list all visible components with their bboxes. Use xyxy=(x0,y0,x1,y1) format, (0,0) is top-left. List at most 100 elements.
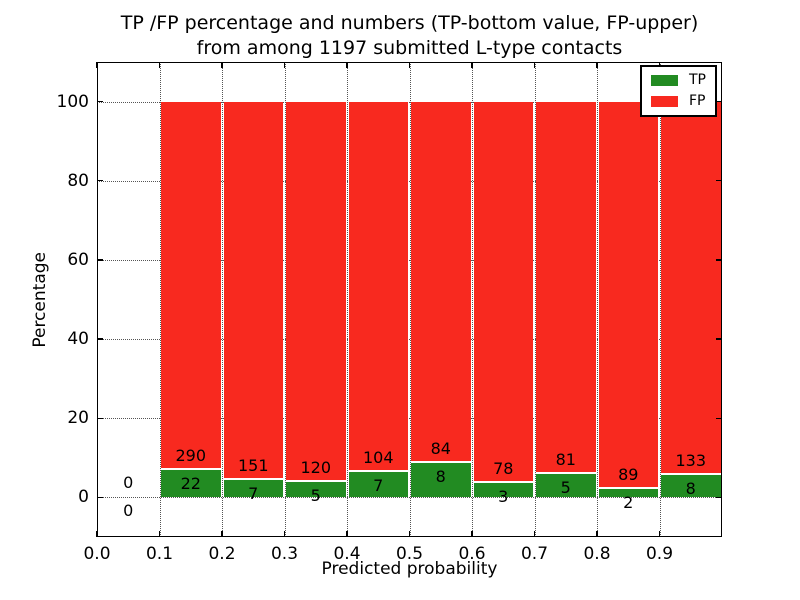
x-tick-mark-top xyxy=(283,62,286,68)
bar-segment-tp xyxy=(348,472,408,498)
bar-label-tp: 5 xyxy=(310,485,321,505)
bar-label-fp: 104 xyxy=(362,448,394,468)
x-tick-mark-top xyxy=(221,62,223,68)
gridline-vertical xyxy=(409,62,411,537)
gridline-vertical xyxy=(284,62,286,537)
x-tick-mark xyxy=(533,531,536,537)
x-tick-label: 0.1 xyxy=(145,544,174,564)
bar-label-fp: 120 xyxy=(300,457,332,477)
x-tick-mark xyxy=(471,531,473,537)
bar-segment-fp xyxy=(223,101,283,478)
chart-title: TP /FP percentage and numbers (TP-bottom… xyxy=(97,11,722,61)
tp-color-swatch xyxy=(651,75,678,86)
x-tick-mark xyxy=(283,531,286,537)
y-tick-mark-right xyxy=(716,496,722,499)
y-tick-label: 0 xyxy=(78,487,89,508)
gridline-vertical xyxy=(472,62,473,537)
x-tick-label: 0.6 xyxy=(458,544,486,564)
bar-segment-fp xyxy=(598,101,658,487)
bar-segment-tp xyxy=(473,482,533,498)
y-axis-label: Percentage xyxy=(30,251,50,348)
bar-segment-fp xyxy=(473,101,533,481)
legend-label-tp: TP xyxy=(689,72,706,88)
x-tick-mark xyxy=(158,531,161,537)
x-tick-label: 0.3 xyxy=(270,544,299,564)
bar-label-tp: 0 xyxy=(123,501,134,521)
x-tick-mark-top xyxy=(533,62,536,68)
x-tick-mark-top xyxy=(96,62,98,68)
bar-segment-tp xyxy=(536,474,596,498)
y-tick-mark-right xyxy=(716,100,722,103)
gridline-vertical xyxy=(222,62,223,537)
x-tick-mark xyxy=(221,531,223,537)
bar-segment-fp xyxy=(286,101,346,480)
x-tick-mark-top xyxy=(471,62,473,68)
y-tick-mark-right xyxy=(716,180,722,182)
y-tick-mark xyxy=(97,180,103,182)
chart-title-line-2: from among 1197 submitted L-type contact… xyxy=(196,37,623,59)
bar-label-fp: 290 xyxy=(175,445,207,465)
bar-label-fp: 151 xyxy=(237,455,269,475)
x-tick-label: 0.5 xyxy=(395,544,424,564)
x-tick-mark xyxy=(596,531,598,537)
bar-label-tp: 7 xyxy=(373,476,384,496)
bar-label-tp: 3 xyxy=(498,486,509,506)
x-tick-label: 0.9 xyxy=(645,544,674,564)
legend-entry-tp: TP xyxy=(651,73,706,88)
y-tick-mark xyxy=(97,417,103,419)
bar-segment-fp xyxy=(411,101,471,461)
bar-label-tp: 22 xyxy=(180,473,201,493)
y-tick-label: 100 xyxy=(56,91,89,112)
bar-segment-fp xyxy=(348,101,408,471)
gridline-vertical xyxy=(597,62,598,537)
bar-segment-tp xyxy=(286,481,346,498)
y-tick-mark-right xyxy=(716,417,722,419)
bar-segment-fp xyxy=(661,101,721,473)
plot-area: 0 20 40 60 80 100 0.0 0.1 0.2 0.3 0.4 0.5 0.6 0.7 0.8 0… xyxy=(57,62,722,564)
x-tick-label: 0.0 xyxy=(83,544,111,564)
y-tick-mark-right xyxy=(716,338,722,340)
y-tick-mark xyxy=(97,259,103,261)
bar-label-tp: 8 xyxy=(685,478,696,498)
bar-label-tp: 7 xyxy=(248,483,259,503)
bar-segment-fp xyxy=(161,101,221,468)
x-tick-mark-top xyxy=(346,62,348,68)
bar-label-tp: 2 xyxy=(623,492,634,512)
y-tick-mark-right xyxy=(716,259,722,261)
x-tick-mark xyxy=(658,531,661,537)
bar-segment-fp xyxy=(536,101,596,473)
bar-segment-tp xyxy=(598,488,658,498)
bar-segment-tp xyxy=(411,462,471,498)
bar-label-fp: 133 xyxy=(675,450,707,470)
y-tick-label: 40 xyxy=(67,329,89,350)
x-tick-mark xyxy=(408,531,411,537)
gridline-vertical xyxy=(534,62,536,537)
x-tick-mark-top xyxy=(596,62,598,68)
x-tick-mark xyxy=(346,531,348,537)
bar-segment-tp xyxy=(223,479,283,498)
y-tick-mark xyxy=(97,496,103,499)
x-tick-label: 0.8 xyxy=(583,544,611,564)
x-axis-label: Predicted probability xyxy=(321,559,498,579)
legend-label-fp: FP xyxy=(689,93,706,109)
x-tick-label: 0.4 xyxy=(333,544,361,564)
gridline-vertical xyxy=(347,62,348,537)
bar-label-tp: 5 xyxy=(560,478,571,498)
x-tick-label: 0.2 xyxy=(208,544,236,564)
bar-segment-tp xyxy=(661,474,721,498)
y-tick-label: 80 xyxy=(67,170,89,191)
x-tick-mark xyxy=(96,531,98,537)
chart-title-line-1: TP /FP percentage and numbers (TP-bottom… xyxy=(120,12,699,34)
bar-label-fp: 84 xyxy=(430,438,451,458)
gridline-vertical xyxy=(159,62,161,537)
bar-label-fp: 78 xyxy=(493,458,514,478)
gridline-vertical xyxy=(659,62,661,537)
legend: TP FP xyxy=(640,65,717,117)
bar-label-fp: 0 xyxy=(123,473,134,493)
y-tick-mark xyxy=(97,100,103,103)
fp-color-swatch xyxy=(651,96,678,107)
bar-label-fp: 81 xyxy=(555,450,576,470)
bar-segment-tp xyxy=(161,469,221,498)
legend-entry-fp: FP xyxy=(651,94,706,109)
